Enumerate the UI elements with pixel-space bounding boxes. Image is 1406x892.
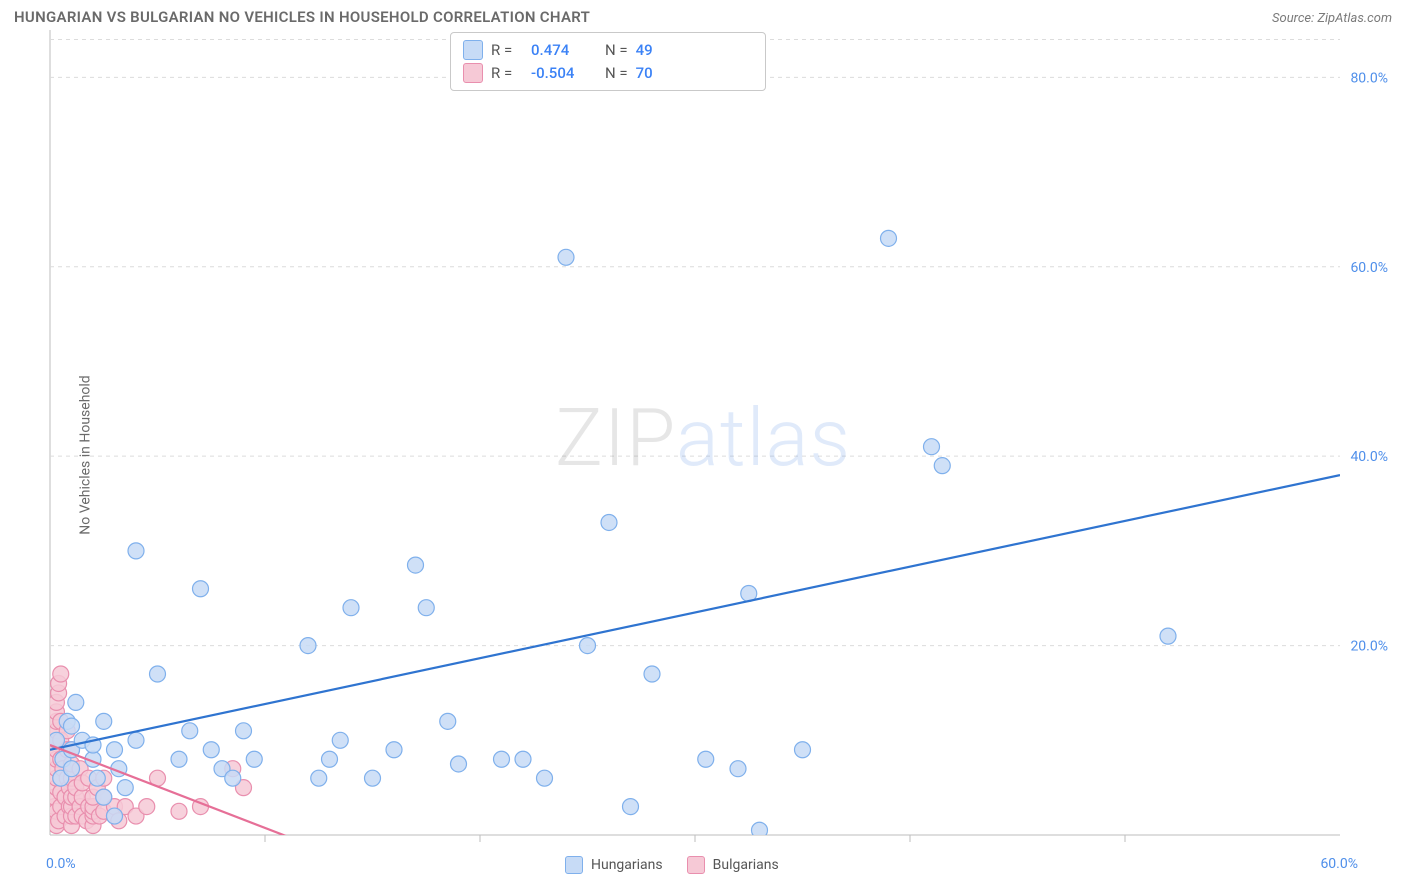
x-axis-max-label: 60.0% xyxy=(1320,856,1358,872)
chart-source: Source: ZipAtlas.com xyxy=(1272,11,1392,26)
n-label: N = xyxy=(605,39,628,62)
n-value: 49 xyxy=(636,39,696,62)
r-label: R = xyxy=(491,62,523,85)
legend-swatch xyxy=(463,40,483,60)
chart-header: HUNGARIAN VS BULGARIAN NO VEHICLES IN HO… xyxy=(0,0,1406,30)
series-legend-item: Hungarians xyxy=(565,856,663,874)
legend-swatch xyxy=(463,63,483,83)
svg-text:20.0%: 20.0% xyxy=(1350,639,1388,655)
r-value: -0.504 xyxy=(531,62,591,85)
series-legend: Hungarians Bulgarians xyxy=(565,856,779,874)
correlation-legend: R = 0.474 N = 49 R = -0.504 N = 70 xyxy=(450,32,766,91)
legend-row: R = 0.474 N = 49 xyxy=(463,39,753,62)
r-value: 0.474 xyxy=(531,39,591,62)
y-axis-label: No Vehicles in Household xyxy=(78,375,94,534)
svg-text:80.0%: 80.0% xyxy=(1350,70,1388,86)
scatter-chart: 20.0% 40.0% 60.0% 80.0% xyxy=(0,30,1406,880)
legend-row: R = -0.504 N = 70 xyxy=(463,62,753,85)
r-label: R = xyxy=(491,39,523,62)
legend-label: Bulgarians xyxy=(713,857,779,873)
n-value: 70 xyxy=(636,62,696,85)
series-legend-item: Bulgarians xyxy=(687,856,779,874)
svg-text:40.0%: 40.0% xyxy=(1350,449,1388,465)
legend-label: Hungarians xyxy=(591,857,663,873)
chart-title: HUNGARIAN VS BULGARIAN NO VEHICLES IN HO… xyxy=(14,8,590,26)
legend-swatch xyxy=(687,856,705,874)
n-label: N = xyxy=(605,62,628,85)
x-axis-min-label: 0.0% xyxy=(46,856,76,872)
chart-container: No Vehicles in Household 20.0% 40.0% 60.0%… xyxy=(0,30,1406,880)
svg-text:60.0%: 60.0% xyxy=(1350,260,1388,276)
legend-swatch xyxy=(565,856,583,874)
